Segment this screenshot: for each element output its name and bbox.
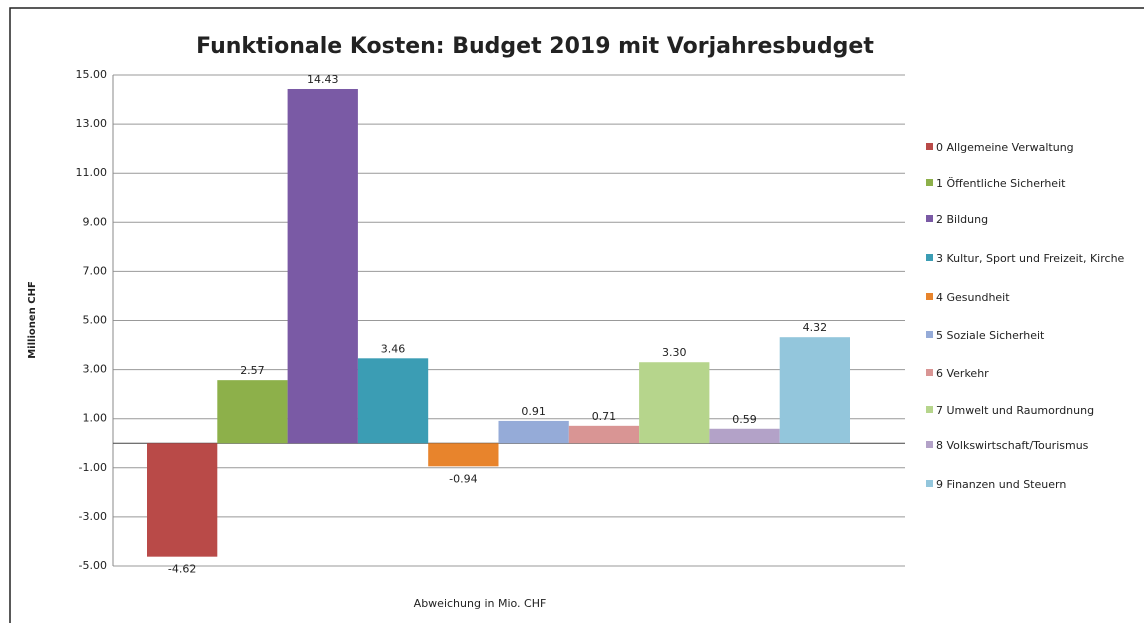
data-label: 2.57 — [240, 364, 265, 377]
legend-swatch — [926, 369, 933, 376]
legend-swatch — [926, 480, 933, 487]
x-axis-label: Abweichung in Mio. CHF — [414, 597, 547, 610]
bar — [428, 443, 499, 467]
bar — [147, 443, 218, 557]
y-tick-label: 13.00 — [76, 117, 108, 130]
legend-swatch — [926, 331, 933, 338]
legend-label: 2 Bildung — [936, 213, 989, 226]
legend-item: 4 Gesundheit — [926, 290, 1126, 305]
data-label: -4.62 — [168, 563, 196, 576]
y-tick-label: 1.00 — [83, 412, 108, 425]
legend-item: 2 Bildung — [926, 212, 1126, 227]
data-label: 3.30 — [662, 346, 687, 359]
y-tick-label: -1.00 — [79, 461, 107, 474]
legend-swatch — [926, 406, 933, 413]
bar — [217, 380, 288, 444]
legend-swatch — [926, 254, 933, 261]
bar — [779, 337, 850, 444]
legend-swatch — [926, 293, 933, 300]
legend-label: 3 Kultur, Sport und Freizeit, Kirche — [936, 252, 1125, 265]
legend-item: 7 Umwelt und Raumordnung — [926, 403, 1126, 418]
legend-label: 9 Finanzen und Steuern — [936, 478, 1067, 491]
data-label: 0.91 — [521, 405, 546, 418]
y-tick-label: -5.00 — [79, 559, 107, 572]
y-tick-label: 5.00 — [83, 314, 108, 327]
legend-item: 6 Verkehr — [926, 366, 1126, 381]
legend-item: 0 Allgemeine Verwaltung — [926, 140, 1126, 155]
legend-label: 1 Öffentliche Sicherheit — [936, 177, 1066, 190]
y-tick-label: 3.00 — [83, 363, 108, 376]
y-tick-label: 7.00 — [83, 264, 108, 277]
bar — [357, 358, 429, 444]
bar — [498, 420, 569, 444]
data-label: 4.32 — [803, 321, 828, 334]
legend-label: 5 Soziale Sicherheit — [936, 329, 1045, 342]
data-label: 14.43 — [307, 73, 339, 86]
bar — [639, 362, 710, 444]
legend-swatch — [926, 441, 933, 448]
legend-swatch — [926, 179, 933, 186]
y-tick-label: 9.00 — [83, 215, 108, 228]
legend-swatch — [926, 215, 933, 222]
data-label: 0.71 — [592, 410, 617, 423]
data-label: 3.46 — [381, 342, 406, 355]
legend-label: 4 Gesundheit — [936, 291, 1010, 304]
legend-item: 8 Volkswirtschaft/Tourismus — [926, 438, 1126, 453]
y-tick-label: 11.00 — [76, 166, 108, 179]
y-tick-label: -3.00 — [79, 510, 107, 523]
legend-label: 7 Umwelt und Raumordnung — [936, 404, 1095, 417]
bar — [287, 88, 358, 444]
legend-label: 6 Verkehr — [936, 367, 989, 380]
legend-label: 0 Allgemeine Verwaltung — [936, 141, 1074, 154]
data-label: 0.59 — [732, 413, 757, 426]
legend-item: 1 Öffentliche Sicherheit — [926, 176, 1126, 191]
chart-title: Funktionale Kosten: Budget 2019 mit Vorj… — [196, 34, 874, 59]
legend-item: 9 Finanzen und Steuern — [926, 477, 1126, 492]
data-label: -0.94 — [449, 472, 477, 485]
y-tick-label: 15.00 — [76, 68, 108, 81]
legend-swatch — [926, 143, 933, 150]
legend-item: 5 Soziale Sicherheit — [926, 328, 1126, 343]
y-axis-label: Millionen CHF — [27, 281, 38, 359]
legend-item: 3 Kultur, Sport und Freizeit, Kirche — [926, 251, 1126, 266]
legend-label: 8 Volkswirtschaft/Tourismus — [936, 439, 1089, 452]
bar — [709, 428, 780, 444]
bar — [568, 425, 640, 444]
